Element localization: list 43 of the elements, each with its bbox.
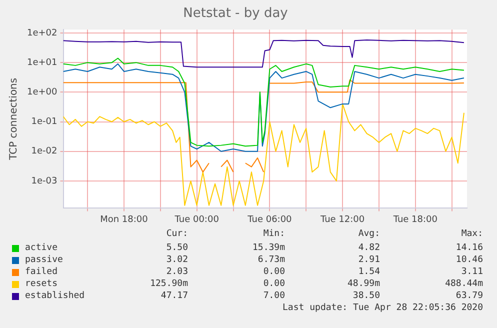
text: Cur: [166,229,188,239]
text: 125.90m [150,279,188,289]
text: 488.44m [445,279,483,289]
text: Avg: [358,229,380,239]
legend-label: established [25,291,85,301]
y-tick-label: 1e+01 [26,58,58,68]
y-tick-label: 1e-03 [31,176,58,186]
text: 2.03 [166,267,188,277]
text: 38.50 [352,291,380,301]
legend-label: active [25,243,58,253]
text: Min: [263,229,285,239]
text: 7.00 [263,291,285,301]
text: 5.50 [166,243,188,253]
text: 0.00 [263,279,285,289]
text: 48.99m [347,279,380,289]
text: 4.82 [358,243,380,253]
legend-label: failed [25,267,58,277]
text: 3.11 [461,267,483,277]
chart-title: Netstat - by day [183,6,288,22]
x-tick-label: Tue 12:00 [319,214,365,225]
x-tick-label: Tue 00:00 [174,214,220,225]
y-tick-label: 1e+00 [26,88,58,98]
text: Max: [461,229,483,239]
x-tick-label: Tue 06:00 [246,214,292,225]
y-tick-label: 1e-02 [31,146,58,157]
text: 2.91 [358,255,380,265]
text: 0.00 [263,267,285,277]
text: 14.16 [456,243,483,253]
y-tick-label: 1e+02 [26,28,58,38]
legend-label: resets [25,279,58,289]
text: Last update: Tue Apr 28 22:05:36 2020 [282,303,483,313]
text: 63.79 [456,291,483,301]
text: 3.02 [166,255,188,265]
y-tick-label: 1e-01 [31,117,58,128]
text: 47.17 [160,291,188,301]
y-axis-title: TCP connections [8,78,20,161]
text: 10.46 [456,255,483,265]
legend-label: passive [25,255,63,265]
text: 6.73m [258,255,285,265]
x-tick-label: Mon 18:00 [100,214,148,225]
x-tick-label: Tue 18:00 [392,214,438,225]
text: 15.39m [252,243,285,253]
text: 1.54 [358,267,380,277]
